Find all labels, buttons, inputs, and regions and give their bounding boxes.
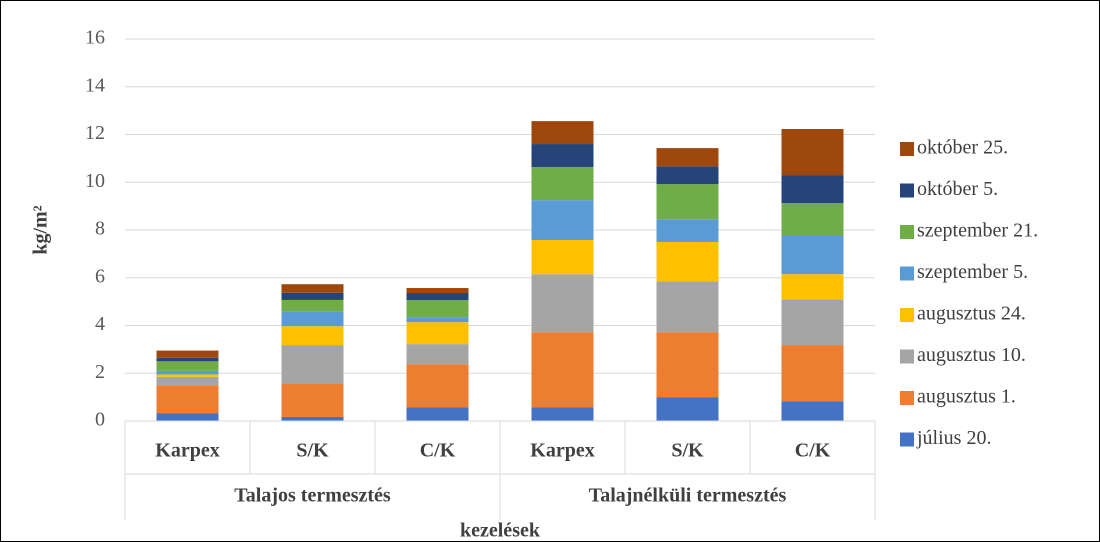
bar-segment xyxy=(531,166,594,201)
bar-segment xyxy=(156,361,219,371)
legend-label: szeptember 5. xyxy=(917,261,1028,283)
legend-swatch xyxy=(900,142,914,156)
bar-segment xyxy=(781,129,844,176)
bar-segment xyxy=(406,407,469,421)
x-axis-label: kezelések xyxy=(460,520,541,542)
x-tick-label: C/K xyxy=(795,440,831,462)
bar-segment xyxy=(531,240,594,275)
bar-segment xyxy=(156,385,219,414)
bar-segment xyxy=(281,311,344,327)
bar-segment xyxy=(531,144,594,167)
x-tick-label: S/K xyxy=(671,440,704,462)
x-tick-label: C/K xyxy=(420,440,456,462)
bar-segment xyxy=(781,235,844,275)
bar-segment xyxy=(781,299,844,346)
bar-segment xyxy=(656,148,719,167)
bar-segment xyxy=(656,281,719,333)
legend-swatch xyxy=(900,225,914,239)
legend-swatch xyxy=(900,391,914,405)
bar-segment xyxy=(406,288,469,294)
bar-segment xyxy=(156,350,219,358)
bar-segment xyxy=(406,293,469,301)
y-tick-label: 10 xyxy=(85,170,105,192)
legend-label: augusztus 1. xyxy=(917,386,1016,408)
legend-swatch xyxy=(900,308,914,322)
bar-segment xyxy=(156,376,219,386)
legend-label: július 20. xyxy=(916,427,991,449)
bar-segment xyxy=(156,357,219,362)
bar-segment xyxy=(531,274,594,333)
y-tick-label: 14 xyxy=(85,74,105,96)
bar-segment xyxy=(406,322,469,345)
bar-segment xyxy=(656,397,719,421)
bar-segment xyxy=(656,219,719,242)
x-tick-label: Karpex xyxy=(530,440,594,462)
bar-segment xyxy=(156,413,219,421)
bar-segment xyxy=(781,401,844,421)
bar-segment xyxy=(656,166,719,185)
bar-segment xyxy=(531,332,594,408)
bar-segment xyxy=(281,345,344,384)
x-tick-label: S/K xyxy=(296,440,329,462)
group-label: Talajnélküli termesztés xyxy=(589,485,787,507)
bar-segment xyxy=(656,332,719,398)
bar-segment xyxy=(406,317,469,323)
bar-segment xyxy=(531,121,594,145)
legend-swatch xyxy=(900,349,914,364)
bar-segment xyxy=(281,326,344,346)
bar-segment xyxy=(781,175,844,204)
bar-segment xyxy=(531,407,594,421)
bar-segment xyxy=(656,241,719,282)
legend-label: augusztus 10. xyxy=(917,344,1026,366)
bar-segment xyxy=(156,370,219,375)
y-tick-label: 16 xyxy=(85,27,105,49)
legend-label: szeptember 21. xyxy=(917,220,1038,242)
bar-segment xyxy=(781,274,844,300)
group-label: Talajos termesztés xyxy=(234,485,391,507)
legend-label: október 25. xyxy=(917,137,1008,159)
y-tick-label: 4 xyxy=(95,313,105,335)
bar-segment xyxy=(406,300,469,318)
y-axis-label: kg/m² xyxy=(30,205,52,254)
legend-swatch xyxy=(900,183,914,198)
y-tick-label: 8 xyxy=(95,218,105,240)
y-tick-label: 12 xyxy=(85,122,105,144)
bar-segment xyxy=(531,200,594,241)
bar-segment xyxy=(781,203,844,236)
bar-segment xyxy=(406,344,469,365)
y-tick-label: 2 xyxy=(95,361,105,383)
x-tick-label: Karpex xyxy=(155,440,219,462)
y-tick-label: 0 xyxy=(95,409,105,431)
legend-swatch xyxy=(900,432,914,447)
y-tick-label: 6 xyxy=(95,265,105,287)
bar-segment xyxy=(281,299,344,312)
legend-label: augusztus 24. xyxy=(917,303,1026,325)
legend-swatch xyxy=(900,266,914,281)
bar-segment xyxy=(281,284,344,293)
bar-segment xyxy=(281,416,344,421)
bar-segment xyxy=(656,184,719,220)
bar-segment xyxy=(281,383,344,417)
bar-segment xyxy=(156,374,219,377)
legend-label: október 5. xyxy=(917,178,998,200)
bar-segment xyxy=(406,364,469,408)
bar-segment xyxy=(781,345,844,402)
bar-segment xyxy=(281,292,344,300)
